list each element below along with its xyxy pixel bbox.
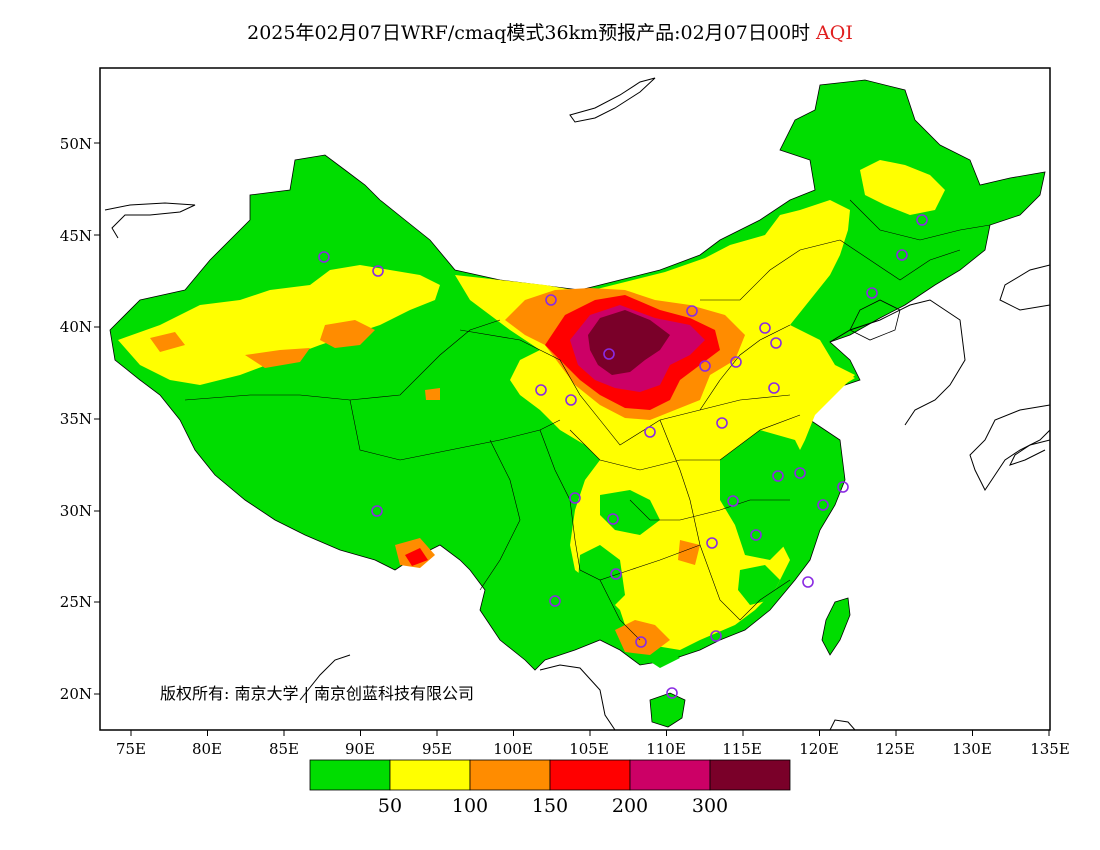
lon-tick-125e: 125E bbox=[875, 740, 915, 758]
station-marker bbox=[686, 305, 698, 317]
lon-tick-90e: 90E bbox=[345, 740, 375, 758]
station-marker bbox=[727, 495, 739, 507]
station-marker bbox=[837, 481, 849, 493]
station-marker bbox=[565, 394, 577, 406]
title-text: 2025年02月07日WRF/cmaq模式36km预报产品:02月07日00时 bbox=[247, 22, 811, 44]
station-marker bbox=[535, 384, 547, 396]
legend-label-200: 200 bbox=[612, 795, 648, 817]
station-marker bbox=[607, 513, 619, 525]
lon-tick-130e: 130E bbox=[952, 740, 992, 758]
legend-swatch-good bbox=[309, 759, 391, 791]
lon-tick-135e: 135E bbox=[1030, 740, 1070, 758]
legend-label-50: 50 bbox=[378, 795, 402, 817]
station-marker bbox=[644, 426, 656, 438]
map-frame bbox=[99, 67, 1051, 731]
lon-tick-115e: 115E bbox=[722, 740, 762, 758]
hainan-island bbox=[649, 692, 686, 728]
station-markers bbox=[318, 214, 928, 699]
lat-tick-40n: 40N bbox=[60, 318, 92, 336]
legend-swatch-hazardous bbox=[709, 759, 791, 791]
lon-tick-110e: 110E bbox=[646, 740, 686, 758]
station-marker bbox=[896, 249, 908, 261]
map-title: 2025年02月07日WRF/cmaq模式36km预报产品:02月07日00时 A… bbox=[0, 18, 1100, 45]
lat-tick-35n: 35N bbox=[60, 410, 92, 428]
station-marker bbox=[802, 576, 814, 588]
aqi-color-legend: 50 100 150 200 300 bbox=[309, 759, 791, 817]
taiwan-island bbox=[821, 597, 851, 656]
station-marker bbox=[866, 287, 878, 299]
station-marker bbox=[706, 537, 718, 549]
station-marker bbox=[794, 467, 806, 479]
station-marker bbox=[318, 251, 330, 263]
lon-tick-80e: 80E bbox=[192, 740, 222, 758]
station-marker bbox=[549, 595, 561, 607]
lat-tick-45n: 45N bbox=[60, 227, 92, 245]
station-marker bbox=[635, 636, 647, 648]
lon-tick-120e: 120E bbox=[799, 740, 839, 758]
lat-tick-30n: 30N bbox=[60, 502, 92, 520]
station-marker bbox=[666, 687, 678, 699]
legend-label-150: 150 bbox=[532, 795, 568, 817]
station-marker bbox=[772, 470, 784, 482]
lon-tick-100e: 100E bbox=[493, 740, 533, 758]
station-marker bbox=[371, 505, 383, 517]
station-marker bbox=[610, 568, 622, 580]
lon-tick-85e: 85E bbox=[269, 740, 299, 758]
lon-tick-75e: 75E bbox=[116, 740, 146, 758]
station-marker bbox=[545, 294, 557, 306]
lon-tick-105e: 105E bbox=[569, 740, 609, 758]
legend-label-300: 300 bbox=[692, 795, 728, 817]
neighbor-coastlines bbox=[104, 77, 1050, 730]
lat-tick-25n: 25N bbox=[60, 593, 92, 611]
station-marker bbox=[817, 499, 829, 511]
station-marker bbox=[603, 348, 615, 360]
legend-swatch-moderate bbox=[389, 759, 471, 791]
station-marker bbox=[569, 492, 581, 504]
station-marker bbox=[716, 417, 728, 429]
legend-swatch-unhealthy bbox=[549, 759, 631, 791]
lat-tick-50n: 50N bbox=[60, 135, 92, 153]
legend-swatch-very-unhealthy bbox=[629, 759, 711, 791]
station-marker bbox=[699, 360, 711, 372]
province-borders bbox=[184, 199, 991, 641]
station-marker bbox=[372, 265, 384, 277]
station-marker bbox=[730, 356, 742, 368]
lat-tick-20n: 20N bbox=[60, 685, 92, 703]
station-marker bbox=[770, 337, 782, 349]
legend-swatch-usg bbox=[469, 759, 551, 791]
station-marker bbox=[916, 214, 928, 226]
station-marker bbox=[710, 630, 722, 642]
station-marker bbox=[768, 382, 780, 394]
station-marker bbox=[759, 322, 771, 334]
lon-tick-95e: 95E bbox=[422, 740, 452, 758]
copyright-notice: 版权所有: 南京大学 | 南京创蓝科技有限公司 bbox=[160, 684, 475, 703]
title-variable: AQI bbox=[816, 22, 853, 44]
station-marker bbox=[750, 529, 762, 541]
legend-label-100: 100 bbox=[452, 795, 488, 817]
